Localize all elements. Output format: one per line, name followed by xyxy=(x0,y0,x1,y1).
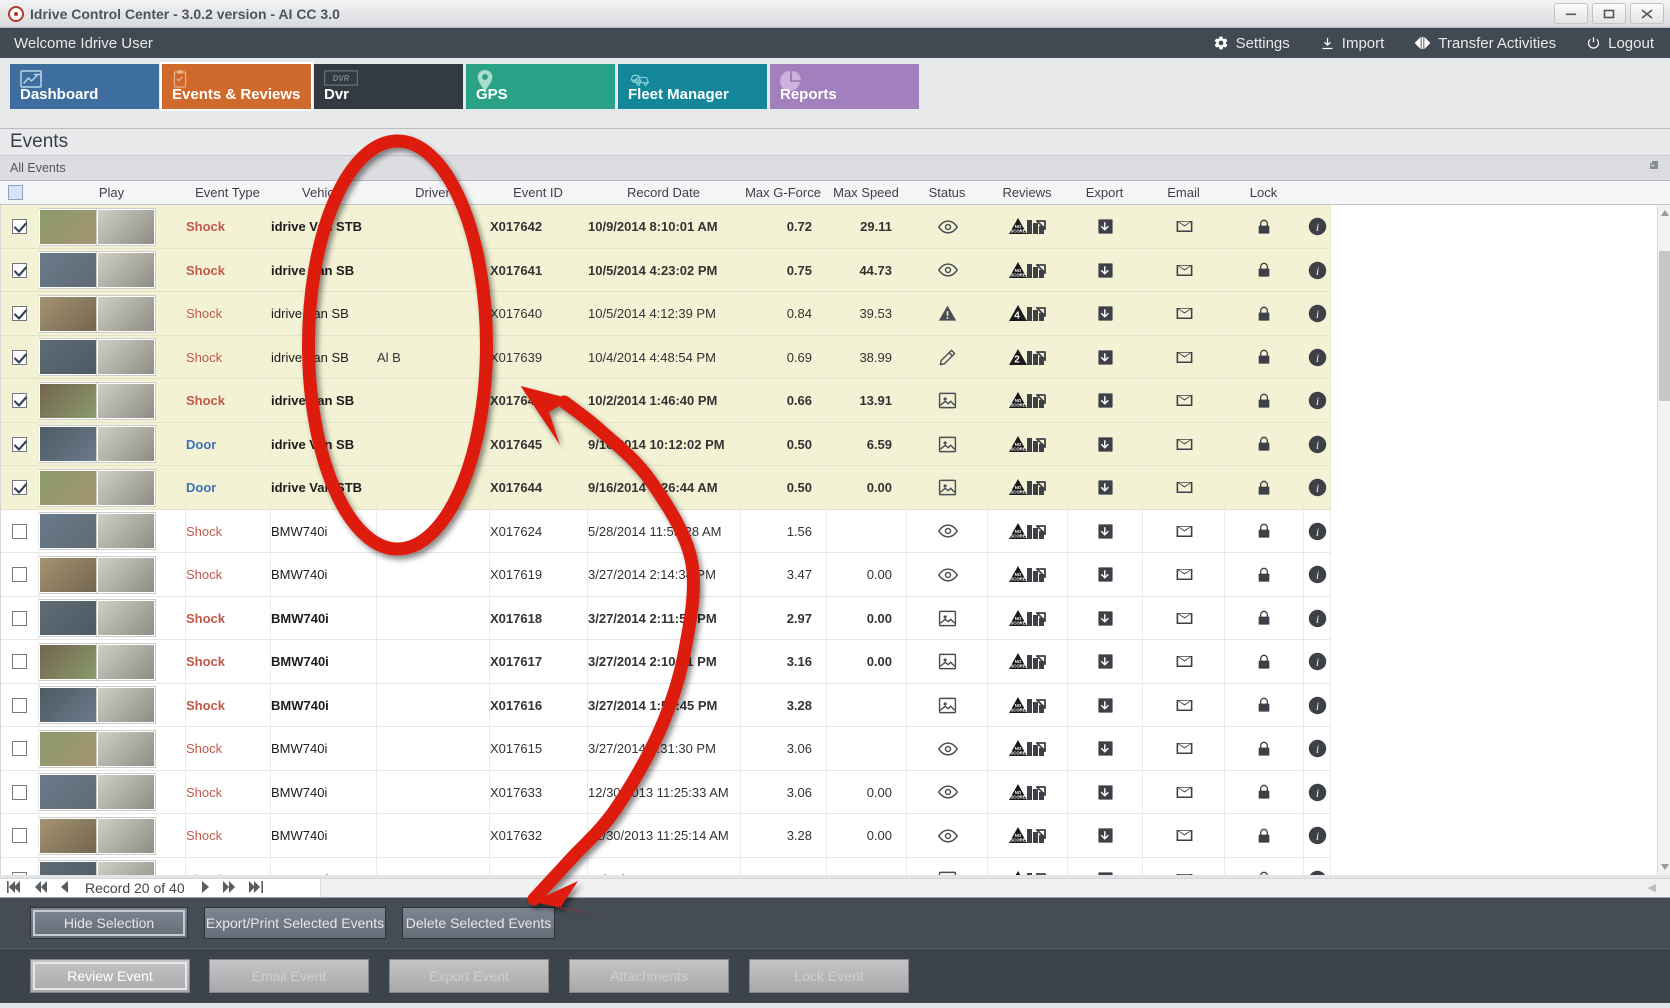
svg-text:i: i xyxy=(1316,264,1319,278)
svg-text:i: i xyxy=(1316,786,1319,800)
svg-text:SCORE: SCORE xyxy=(1010,272,1025,277)
svg-text:i: i xyxy=(1316,481,1319,495)
svg-text:i: i xyxy=(1316,655,1319,669)
svg-text:i: i xyxy=(1316,525,1319,539)
svg-text:SCORE: SCORE xyxy=(1010,490,1025,495)
svg-text:SCORE: SCORE xyxy=(1010,577,1025,582)
svg-text:2: 2 xyxy=(1014,354,1020,365)
svg-text:i: i xyxy=(1316,351,1319,365)
svg-text:i: i xyxy=(1316,438,1319,452)
svg-text:SCORE: SCORE xyxy=(1010,620,1025,625)
svg-text:i: i xyxy=(1316,612,1319,626)
svg-text:SCORE: SCORE xyxy=(1010,533,1025,538)
svg-text:SCORE: SCORE xyxy=(1010,838,1025,843)
svg-text:i: i xyxy=(1316,742,1319,756)
svg-text:i: i xyxy=(1316,220,1319,234)
svg-text:SCORE: SCORE xyxy=(1010,751,1025,756)
svg-text:i: i xyxy=(1316,873,1319,875)
svg-text:SCORE: SCORE xyxy=(1010,229,1025,234)
svg-text:SCORE: SCORE xyxy=(1010,707,1025,712)
svg-text:DVR: DVR xyxy=(333,74,350,83)
svg-text:i: i xyxy=(1316,829,1319,843)
svg-text:i: i xyxy=(1316,307,1319,321)
svg-text:SCORE: SCORE xyxy=(1010,794,1025,799)
svg-text:i: i xyxy=(1316,394,1319,408)
svg-text:SCORE: SCORE xyxy=(1010,446,1025,451)
svg-text:i: i xyxy=(1316,699,1319,713)
svg-text:4: 4 xyxy=(1014,311,1020,322)
svg-text:i: i xyxy=(1316,568,1319,582)
svg-text:SCORE: SCORE xyxy=(1010,403,1025,408)
svg-text:SCORE: SCORE xyxy=(1010,664,1025,669)
